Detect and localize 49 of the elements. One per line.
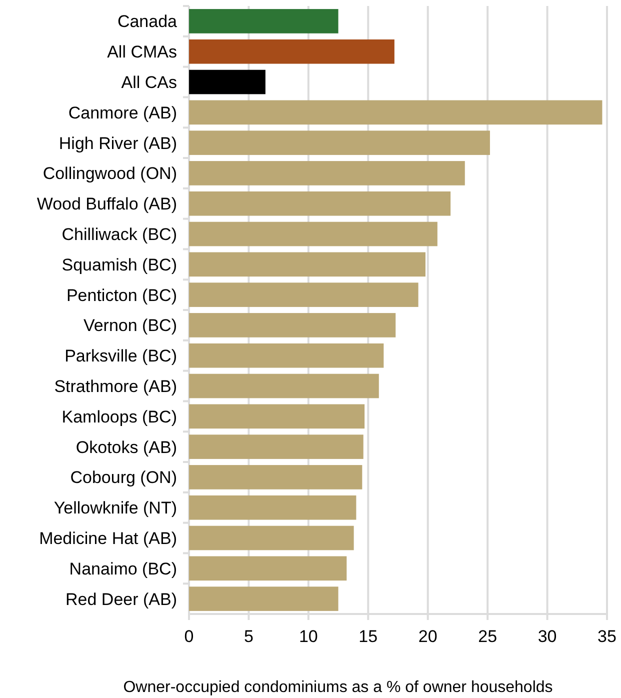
bar	[189, 556, 347, 581]
y-tick-label: Chilliwack (BC)	[62, 224, 177, 244]
y-tick-label: High River (AB)	[58, 134, 177, 153]
bar	[189, 70, 266, 94]
y-tick-label: Parksville (BC)	[64, 346, 177, 366]
y-tick-label: Okotoks (AB)	[76, 438, 177, 457]
x-tick-label: 25	[478, 627, 498, 646]
bar	[189, 374, 379, 398]
x-tick-label: 30	[538, 627, 557, 646]
x-tick-label: 0	[184, 627, 194, 646]
x-tick-label: 35	[598, 627, 616, 646]
x-tick-label: 15	[358, 627, 378, 646]
y-tick-label: Kamloops (BC)	[62, 407, 177, 426]
bar	[189, 161, 465, 186]
y-tick-label: All CMAs	[107, 42, 177, 62]
y-tick-label: Canmore (AB)	[68, 103, 177, 122]
bar	[189, 343, 384, 368]
y-tick-label: All CAs	[121, 72, 177, 92]
bar	[189, 404, 365, 429]
bar	[189, 252, 426, 277]
y-tick-label: Strathmore (AB)	[54, 376, 177, 396]
y-tick-label: Canada	[117, 12, 178, 32]
bar	[189, 100, 602, 125]
y-tick-label: Nanaimo (BC)	[69, 559, 177, 578]
bar	[189, 586, 338, 611]
x-tick-label: 20	[418, 627, 438, 646]
bar	[189, 9, 338, 34]
y-tick-label: Collingwood (ON)	[42, 164, 177, 184]
bar	[189, 282, 418, 307]
x-axis-title: Owner-occupied condominiums as a % of owner households	[123, 679, 553, 696]
y-tick-label: Cobourg (ON)	[70, 468, 177, 488]
y-tick-label: Yellowknife (NT)	[54, 498, 177, 518]
y-tick-label: Vernon (BC)	[83, 316, 177, 336]
bar	[189, 495, 356, 520]
y-tick-label: Penticton (BC)	[66, 286, 177, 305]
y-tick-label: Wood Buffalo (AB)	[36, 194, 177, 214]
bar	[189, 191, 451, 216]
y-tick-label: Medicine Hat (AB)	[39, 528, 177, 548]
bar	[189, 434, 364, 459]
x-tick-label: 10	[298, 627, 318, 646]
y-tick-label: Squamish (BC)	[62, 255, 177, 274]
x-tick-label: 5	[244, 627, 254, 646]
bar	[189, 222, 438, 246]
bar	[189, 526, 354, 550]
bar	[189, 313, 396, 338]
bar	[189, 39, 394, 64]
bar	[189, 130, 490, 155]
y-tick-label: Red Deer (AB)	[66, 590, 177, 609]
bar	[189, 465, 362, 490]
